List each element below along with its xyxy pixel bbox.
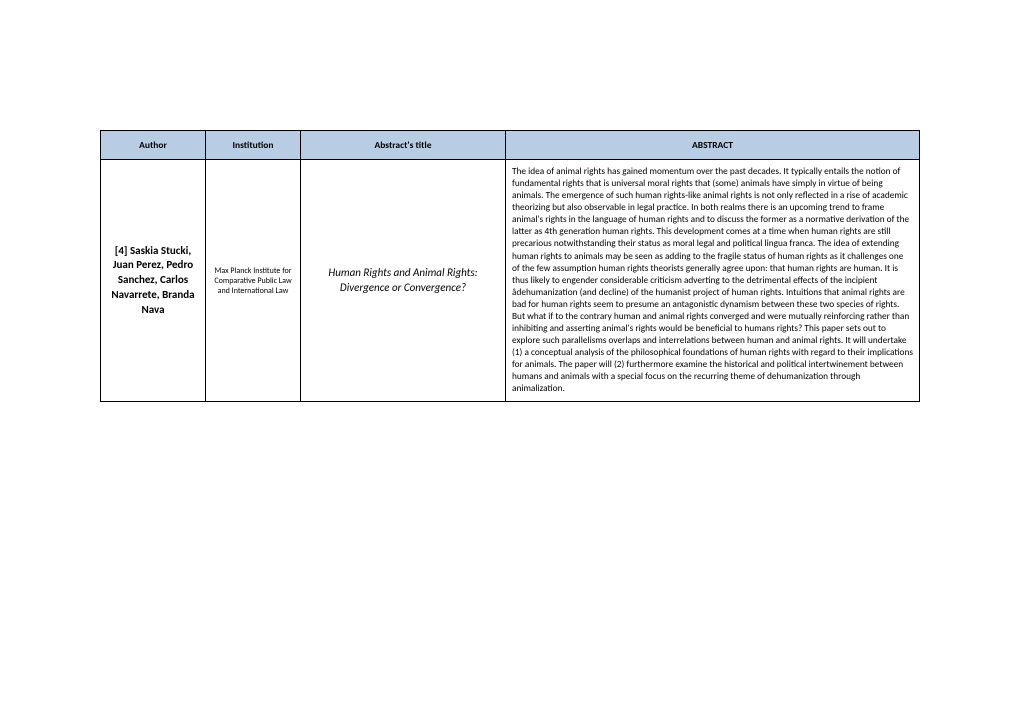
col-header-institution: Institution <box>206 131 301 160</box>
cell-abstract: The idea of animal rights has gained mom… <box>506 160 920 402</box>
col-header-abstract: ABSTRACT <box>506 131 920 160</box>
cell-author: [4] Saskia Stucki, Juan Perez, Pedro San… <box>101 160 206 402</box>
table-header-row: Author Institution Abstract's title ABST… <box>101 131 920 160</box>
table-row: [4] Saskia Stucki, Juan Perez, Pedro San… <box>101 160 920 402</box>
col-header-author: Author <box>101 131 206 160</box>
cell-title: Human Rights and Animal Rights: Divergen… <box>301 160 506 402</box>
abstracts-table: Author Institution Abstract's title ABST… <box>100 130 920 402</box>
table-container: Author Institution Abstract's title ABST… <box>100 130 920 402</box>
col-header-title: Abstract's title <box>301 131 506 160</box>
cell-institution: Max Planck Institute for Comparative Pub… <box>206 160 301 402</box>
